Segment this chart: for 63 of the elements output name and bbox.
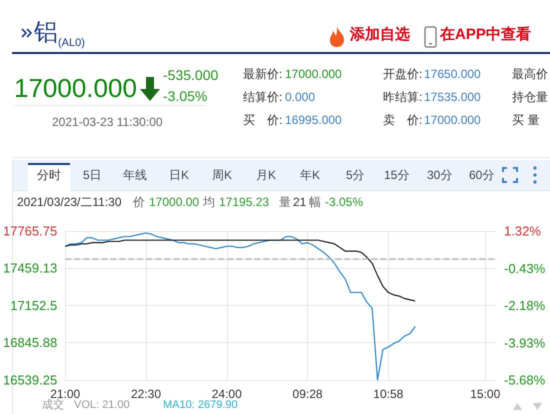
text: 17195.23 — [219, 195, 270, 210]
text: 开盘价: — [383, 67, 422, 82]
text: 卖 价: — [383, 113, 422, 128]
y-tick-label: 16539.25 — [2, 372, 58, 388]
text: 15分 — [384, 168, 410, 182]
text: 均 — [203, 195, 215, 210]
y-tick-label: 17459.13 — [2, 260, 58, 276]
text: -3.05% — [163, 88, 208, 104]
x-tick-label: 09:28 — [292, 387, 323, 401]
y2-tick-label: -5.68% — [504, 372, 546, 388]
x-tick-label: 10:58 — [373, 387, 404, 401]
text: 添加自选 — [350, 26, 410, 44]
text: 成交 — [42, 399, 64, 412]
text: 2021/03/23/二11:30 — [17, 195, 122, 210]
text: 量 — [279, 195, 291, 210]
text: 16995.000 — [285, 113, 342, 128]
x-tick-label: 24:00 — [212, 387, 242, 401]
y-tick-label: 17152.5 — [10, 298, 58, 313]
text: 60分 — [469, 168, 494, 182]
text: 最新价: — [243, 67, 282, 82]
x-tick-label: 22:30 — [130, 387, 162, 401]
y2-tick-label: -3.93% — [504, 335, 546, 350]
text: 日K — [169, 168, 190, 182]
text: -3.05% — [325, 195, 364, 210]
text: 5日 — [83, 168, 102, 182]
x-tick-label: 15:00 — [470, 387, 501, 401]
text: 17535.000 — [424, 90, 481, 104]
text: VOL: 21.00 — [74, 399, 130, 412]
y2-tick-label: 1.32% — [504, 224, 542, 238]
text: 0.000 — [285, 90, 316, 104]
text: 结算价: — [243, 90, 282, 104]
line-series — [64, 232, 416, 381]
text: 月K — [256, 168, 276, 182]
text: 买 量 — [512, 113, 540, 128]
text: 17000.000 — [14, 73, 137, 103]
text: 17650.000 — [424, 67, 481, 82]
line-series — [64, 240, 416, 302]
y2-tick-label: -2.18% — [504, 298, 546, 313]
text: 周K — [212, 168, 232, 182]
y2-tick-label: -0.43% — [504, 260, 546, 276]
y-tick-label: 17765.75 — [2, 224, 58, 238]
text: 在APP中查看 — [440, 26, 531, 44]
text: MA10: 2679.90 — [163, 399, 238, 412]
y-tick-label: 16845.88 — [2, 335, 58, 350]
text: -535.000 — [163, 67, 218, 84]
text: 幅 — [309, 195, 321, 210]
text: 2021-03-23 11:30:00 — [52, 115, 163, 130]
text: 价 — [133, 195, 145, 210]
text: 年K — [300, 168, 320, 182]
text: 30分 — [427, 168, 452, 182]
text: 5分 — [346, 168, 365, 182]
text: 17000.000 — [424, 113, 481, 128]
text: 年线 — [123, 168, 147, 182]
text: 分时 — [37, 168, 61, 182]
text: 昨结算: — [383, 90, 422, 104]
text: 17000.000 — [285, 67, 342, 82]
text: 持仓量 — [512, 90, 548, 104]
x-tick-label: 21:00 — [50, 387, 81, 401]
text: 17000.00 — [149, 195, 200, 210]
chart-title: 铝$_{(AL0)}$ — [34, 19, 85, 49]
text: 21 — [293, 195, 306, 210]
text: 买 价: — [243, 113, 282, 128]
text: 最高价 — [512, 67, 548, 82]
